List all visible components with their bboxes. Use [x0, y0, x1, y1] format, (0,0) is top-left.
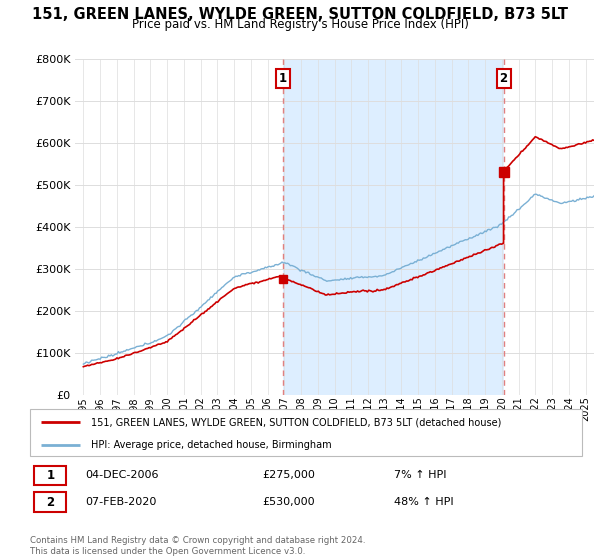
- Text: £530,000: £530,000: [262, 497, 314, 507]
- Text: 1: 1: [279, 72, 287, 85]
- Text: Contains HM Land Registry data © Crown copyright and database right 2024.
This d: Contains HM Land Registry data © Crown c…: [30, 536, 365, 556]
- Text: 2: 2: [500, 72, 508, 85]
- FancyBboxPatch shape: [34, 465, 67, 486]
- Text: 04-DEC-2006: 04-DEC-2006: [85, 470, 158, 480]
- Text: Price paid vs. HM Land Registry's House Price Index (HPI): Price paid vs. HM Land Registry's House …: [131, 18, 469, 31]
- Text: HPI: Average price, detached house, Birmingham: HPI: Average price, detached house, Birm…: [91, 440, 331, 450]
- Text: 151, GREEN LANES, WYLDE GREEN, SUTTON COLDFIELD, B73 5LT: 151, GREEN LANES, WYLDE GREEN, SUTTON CO…: [32, 7, 568, 22]
- Text: 151, GREEN LANES, WYLDE GREEN, SUTTON COLDFIELD, B73 5LT (detached house): 151, GREEN LANES, WYLDE GREEN, SUTTON CO…: [91, 417, 501, 427]
- Text: 48% ↑ HPI: 48% ↑ HPI: [394, 497, 454, 507]
- FancyBboxPatch shape: [30, 409, 582, 456]
- Text: 07-FEB-2020: 07-FEB-2020: [85, 497, 157, 507]
- Text: 7% ↑ HPI: 7% ↑ HPI: [394, 470, 447, 480]
- FancyBboxPatch shape: [34, 492, 67, 512]
- Text: £275,000: £275,000: [262, 470, 315, 480]
- Text: 1: 1: [46, 469, 55, 482]
- Bar: [283, 59, 503, 395]
- Text: 2: 2: [46, 496, 55, 509]
